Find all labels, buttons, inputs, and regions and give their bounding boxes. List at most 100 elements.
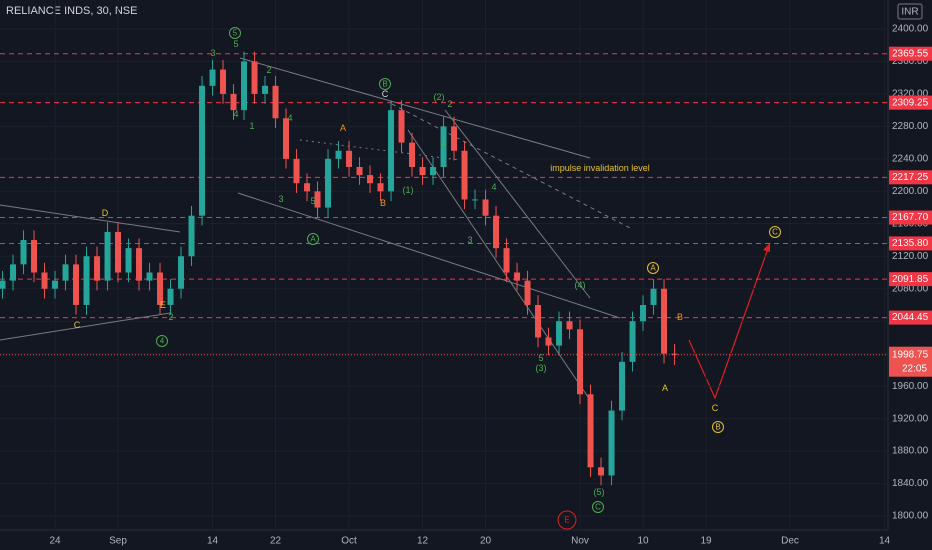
wave-circle bbox=[229, 27, 241, 39]
wave-label: D bbox=[102, 208, 109, 218]
wave-label: 5 bbox=[538, 353, 543, 363]
currency-box[interactable] bbox=[897, 3, 923, 20]
wave-label: impulse invalidation level bbox=[550, 163, 650, 173]
wave-label: 5 bbox=[310, 196, 315, 206]
candle-body bbox=[136, 248, 143, 281]
wave-circle bbox=[307, 233, 319, 245]
wave-label: E bbox=[564, 516, 569, 525]
y-tick-label: 1960.00 bbox=[892, 381, 929, 392]
candle-body bbox=[41, 272, 48, 289]
candle-body bbox=[377, 183, 384, 192]
candle-body bbox=[671, 353, 678, 355]
wave-circle bbox=[647, 262, 659, 274]
x-tick-label: 10 bbox=[637, 536, 649, 547]
candle-body bbox=[0, 280, 6, 289]
y-tick-label: 2240.00 bbox=[892, 154, 929, 165]
wave-label: (4) bbox=[575, 280, 586, 290]
symbol-title: RELIANCE INDS, 30, NSE bbox=[6, 5, 137, 17]
x-tick-label: 12 bbox=[417, 536, 429, 547]
candle-body bbox=[304, 183, 311, 192]
candle-body bbox=[188, 215, 195, 257]
candle-body bbox=[430, 166, 437, 176]
candle-body bbox=[272, 85, 279, 119]
x-tick-label: 20 bbox=[480, 536, 492, 547]
candle-body bbox=[419, 166, 426, 176]
wave-label: C bbox=[382, 89, 389, 99]
currency[interactable]: INR bbox=[901, 7, 918, 18]
candle-body bbox=[230, 93, 237, 111]
wave-label: 3 bbox=[467, 235, 472, 245]
candle-body bbox=[73, 264, 80, 305]
wave-label: A bbox=[650, 264, 656, 273]
x-tick-label: 24 bbox=[49, 536, 61, 547]
wave-label: 2 bbox=[168, 312, 173, 322]
wave-label: E bbox=[160, 300, 166, 310]
level-label: 2044.45 bbox=[892, 312, 929, 323]
level-label-box bbox=[889, 310, 932, 325]
wave-label: C bbox=[712, 403, 719, 413]
level-label-box bbox=[889, 170, 932, 185]
candle-body bbox=[409, 142, 416, 167]
candle-body bbox=[62, 264, 69, 281]
wave-label: A bbox=[662, 383, 668, 393]
wave-label: (2) bbox=[434, 92, 445, 102]
x-tick-label: 19 bbox=[700, 536, 712, 547]
candle-body bbox=[388, 110, 395, 192]
wave-label: B bbox=[382, 80, 387, 89]
wave-label: B bbox=[677, 312, 683, 322]
y-tick-label: 1920.00 bbox=[892, 413, 929, 424]
candle-body bbox=[125, 248, 132, 273]
wave-circle bbox=[712, 421, 724, 433]
x-tick-label: Nov bbox=[571, 536, 589, 547]
wave-label: 4 bbox=[491, 182, 496, 192]
x-tick-label: 14 bbox=[879, 536, 891, 547]
wave-label: 5 bbox=[233, 29, 238, 38]
x-tick-label: 22 bbox=[270, 536, 282, 547]
wave-circle bbox=[156, 335, 168, 347]
candle-body bbox=[545, 337, 552, 346]
level-label: 2135.80 bbox=[892, 238, 929, 249]
projection-path bbox=[688, 242, 771, 400]
x-tick-label: Dec bbox=[781, 536, 799, 547]
candle-body bbox=[220, 69, 227, 94]
candle-body bbox=[608, 410, 615, 476]
candle-body bbox=[283, 118, 290, 159]
candle-body bbox=[52, 280, 59, 289]
candle-body bbox=[650, 288, 657, 305]
wave-label: 4 bbox=[160, 337, 165, 346]
level-label-box bbox=[889, 46, 932, 61]
candle-body bbox=[157, 272, 164, 305]
candle-body bbox=[31, 240, 38, 273]
countdown: 22:05 bbox=[902, 363, 927, 374]
candle-body bbox=[440, 126, 447, 167]
candle-body bbox=[398, 110, 405, 143]
y-tick-label: 1840.00 bbox=[892, 478, 929, 489]
candle-body bbox=[661, 288, 668, 354]
y-tick-label: 2320.00 bbox=[892, 89, 929, 100]
candle-body bbox=[94, 256, 101, 281]
y-tick-label: 2360.00 bbox=[892, 56, 929, 67]
candle-body bbox=[514, 272, 521, 281]
level-label: 2369.55 bbox=[892, 48, 929, 59]
candle-body bbox=[556, 321, 563, 346]
trendlines bbox=[0, 57, 631, 401]
candle-body bbox=[83, 256, 90, 305]
level-label-box bbox=[889, 95, 932, 110]
wave-circle bbox=[592, 501, 604, 513]
candle-body bbox=[367, 175, 374, 184]
candle-body bbox=[461, 150, 468, 200]
candle-body bbox=[262, 85, 269, 94]
candle-body bbox=[493, 215, 500, 249]
wave-label: B bbox=[715, 423, 720, 432]
level-label: 2167.70 bbox=[892, 212, 929, 223]
candle-body bbox=[241, 61, 248, 111]
candle-body bbox=[251, 61, 258, 94]
candle-body bbox=[346, 150, 353, 167]
candle-body bbox=[335, 150, 342, 159]
candle-body bbox=[535, 304, 542, 338]
level-label: 2217.25 bbox=[892, 172, 929, 183]
y-tick-label: 2280.00 bbox=[892, 121, 929, 132]
wave-label: 2 bbox=[266, 65, 271, 75]
y-tick-label: 2120.00 bbox=[892, 251, 929, 262]
wave-label: 3 bbox=[210, 48, 215, 58]
